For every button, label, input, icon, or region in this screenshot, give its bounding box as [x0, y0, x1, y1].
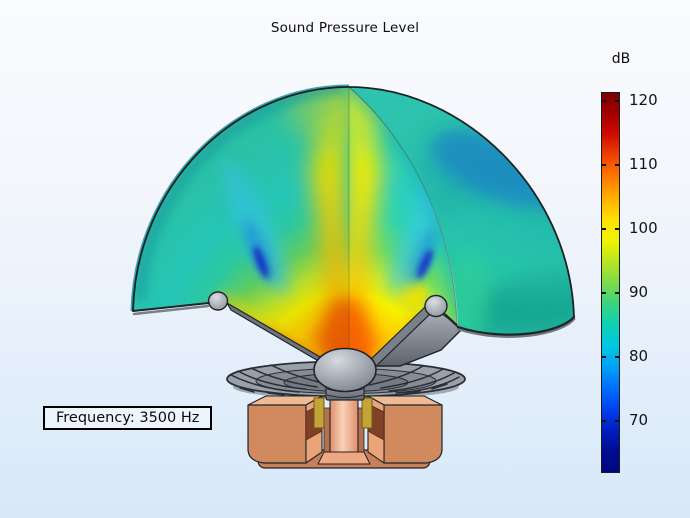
colorbar-tick-mark: [602, 292, 606, 294]
colorbar-tick-mark: [615, 292, 619, 294]
pressure-null-left: [223, 161, 289, 295]
pole-piece: [329, 393, 359, 457]
colorbar-tick-mark: [615, 420, 619, 422]
voice-coil-left: [313, 397, 325, 429]
colorbar-tick-label: 100: [629, 219, 658, 237]
dome-outline: [132, 86, 575, 318]
dust-cap: [313, 347, 377, 393]
colorbar-tick-mark: [602, 164, 606, 166]
voice-coil-right: [361, 397, 373, 429]
dust-cap-assembly: [313, 347, 377, 401]
colorbar-tick-mark: [602, 228, 606, 230]
colorbar-tick-label: 110: [629, 155, 658, 173]
colorbar-tick-mark: [615, 100, 619, 102]
dome-section-face-left: [133, 87, 349, 371]
colorbar-tick-label: 80: [629, 347, 649, 365]
colorbar-tick-mark: [615, 164, 619, 166]
colorbar-tick-mark: [615, 356, 619, 358]
outer-shell-null-band: [431, 130, 563, 210]
dome-rim-outlines: [132, 302, 576, 338]
magnet-left: [247, 404, 307, 464]
colorbar-tick-label: 120: [629, 91, 658, 109]
surround-left: [207, 291, 229, 311]
colorbar-tick-label: 70: [629, 411, 649, 429]
colorbar-unit-label: dB: [611, 51, 631, 67]
magnet-right: [383, 404, 443, 464]
colorbar-tick-label: 90: [629, 283, 649, 301]
surround-right: [424, 294, 448, 318]
frequency-annotation: Frequency: 3500 Hz: [43, 406, 213, 430]
colorbar-tick-mark: [602, 356, 606, 358]
colorbar-tick-mark: [602, 420, 606, 422]
colorbar-gradient: [601, 92, 620, 473]
colorbar-tick-mark: [615, 228, 619, 230]
section-cut-edge: [348, 86, 458, 326]
colorbar-tick-mark: [602, 100, 606, 102]
plot-title: Sound Pressure Level: [270, 20, 420, 36]
magnet-assembly: [247, 393, 443, 469]
